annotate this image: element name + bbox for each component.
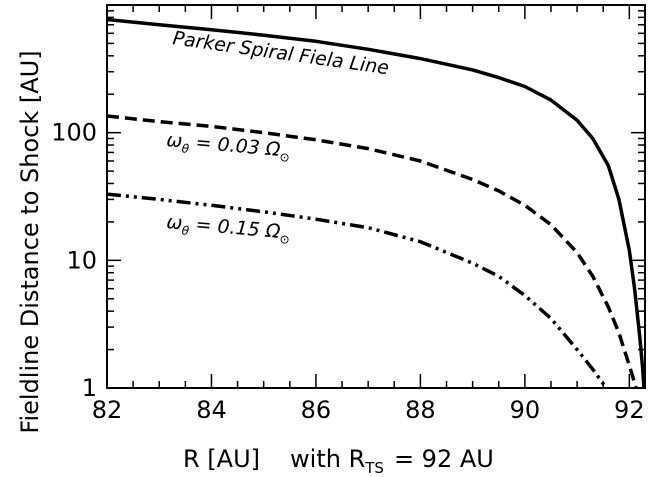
y-axis-label: Fieldline Distance to Shock [AU] xyxy=(16,50,44,433)
data-lines xyxy=(107,17,645,388)
annotation-parker-spiral: Parker Spiral Fiela Line xyxy=(171,27,390,79)
y-tick-label: 1 xyxy=(82,374,97,402)
x-axis-label-sub: TS xyxy=(364,459,384,477)
x-axis-label-prefix: R [AU] xyxy=(183,445,260,473)
x-tick-label: 82 xyxy=(92,396,123,424)
x-axis-label-suffix: = 92 AU xyxy=(394,445,494,473)
series-line-dashed xyxy=(107,114,638,388)
plot-frame xyxy=(106,4,646,389)
x-tick-label: 84 xyxy=(196,396,227,424)
x-axis-label-with: with R xyxy=(290,445,365,473)
sun-symbol: ⊙ xyxy=(279,232,290,247)
theta-subscript: θ xyxy=(181,141,190,156)
x-tick-label: 90 xyxy=(510,396,541,424)
x-tick-label: 86 xyxy=(301,396,332,424)
axis-ticks: 82 84 86 88 90 92 1 10 100 xyxy=(51,5,645,424)
y-tick-label: 10 xyxy=(66,246,97,274)
sun-symbol: ⊙ xyxy=(279,150,290,165)
omega-symbol: ω xyxy=(166,211,184,234)
y-tick-label: 100 xyxy=(51,119,97,147)
series-line-solid xyxy=(107,17,645,388)
theta-subscript: θ xyxy=(181,223,190,238)
omega-equation: = 0.15 Ω xyxy=(195,214,282,243)
omega-equation: = 0.03 Ω xyxy=(195,132,282,161)
x-tick-label: 88 xyxy=(405,396,436,424)
series-line-dash-dot-dot xyxy=(107,192,609,388)
annotation-omega-015: ωθ = 0.15 Ω⊙ xyxy=(165,211,291,247)
x-axis-label: R [AU] with RTS = 92 AU xyxy=(183,445,494,477)
x-tick-label: 92 xyxy=(614,396,645,424)
omega-symbol: ω xyxy=(166,129,184,152)
